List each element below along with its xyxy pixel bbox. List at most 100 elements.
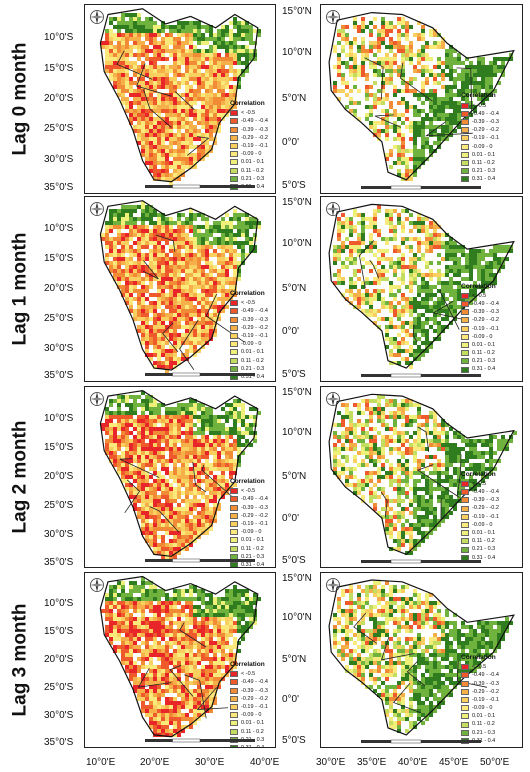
longitude-label: 40°0'E bbox=[398, 757, 428, 768]
legend-item: 0.01 - 0.1 bbox=[230, 719, 268, 727]
legend-label: -0.09 - 0 bbox=[472, 705, 493, 712]
legend-label: 0.31 - 0.4 bbox=[472, 176, 496, 183]
legend-item: -0.19 - -0.1 bbox=[230, 703, 268, 711]
legend-label: -0.19 - -0.1 bbox=[472, 325, 499, 332]
legend-swatch bbox=[461, 151, 469, 158]
east-africa-map-panel: Correlation < -0.5 -0.49 - -0.4 -0.39 - -0.… bbox=[320, 386, 523, 568]
legend-label: -0.19 - -0.1 bbox=[472, 135, 499, 142]
legend-swatch bbox=[230, 349, 238, 356]
southern-africa-coastline bbox=[99, 200, 259, 371]
legend-label: < -0.5 bbox=[472, 480, 487, 487]
legend-label: -0.19 - -0.1 bbox=[241, 332, 268, 339]
legend-label: < -0.5 bbox=[241, 488, 256, 495]
legend-label: 0.01 - 0.1 bbox=[472, 713, 496, 720]
longitude-label: 30°0'E bbox=[195, 757, 225, 768]
legend-label: 0.21 - 0.3 bbox=[472, 546, 496, 553]
legend-swatch bbox=[461, 127, 469, 134]
country-border bbox=[149, 506, 180, 533]
latitude-label: 30°0'S bbox=[44, 529, 74, 541]
legend-label: 0.21 - 0.3 bbox=[472, 729, 496, 736]
legend-swatch bbox=[230, 712, 238, 719]
latitude-label: 30°0'S bbox=[44, 153, 74, 165]
scale-bar bbox=[145, 557, 255, 565]
legend-item: 0.21 - 0.3 bbox=[461, 357, 499, 365]
country-border bbox=[456, 454, 462, 497]
legend-swatch bbox=[230, 561, 238, 567]
country-border bbox=[169, 664, 194, 697]
latitude-label: 15°0'N bbox=[282, 197, 312, 209]
scale-bar bbox=[145, 737, 255, 745]
country-border bbox=[155, 234, 176, 252]
southern-africa-correlation-raster bbox=[99, 389, 261, 559]
southern-africa-coastline bbox=[99, 8, 259, 183]
legend-label: < -0.5 bbox=[241, 671, 256, 678]
legend-swatch bbox=[461, 521, 469, 528]
latitude-label: 25°0'S bbox=[44, 312, 74, 324]
legend-item: 0.11 - 0.2 bbox=[230, 728, 268, 736]
legend-label: -0.49 - -0.4 bbox=[472, 489, 499, 496]
legend-swatch bbox=[230, 704, 238, 711]
legend-label: -0.39 - -0.3 bbox=[472, 118, 499, 125]
legend-label: 0.31 - 0.4 bbox=[241, 373, 265, 380]
legend-item: 0.11 - 0.2 bbox=[230, 357, 268, 365]
country-border bbox=[179, 319, 199, 370]
longitude-label: 45°0'E bbox=[439, 757, 469, 768]
legend-swatch bbox=[230, 143, 238, 150]
scale-bar bbox=[145, 183, 255, 191]
legend-item: -0.29 - -0.2 bbox=[461, 126, 499, 134]
legend-item: -0.39 - -0.3 bbox=[230, 504, 268, 512]
east-africa-map-panel: Correlation < -0.5 -0.49 - -0.4 -0.39 - -0.… bbox=[320, 572, 523, 748]
scale-bar bbox=[361, 738, 481, 746]
legend-swatch bbox=[461, 489, 469, 496]
legend-label: 0.11 - 0.2 bbox=[472, 350, 495, 357]
latitude-label: 20°0'S bbox=[44, 654, 74, 665]
east-africa-correlation-raster bbox=[328, 203, 515, 369]
legend-label: -0.29 - -0.2 bbox=[241, 134, 268, 141]
country-border bbox=[143, 89, 172, 128]
legend-label: 0.01 - 0.1 bbox=[241, 349, 265, 356]
latitude-label: 0°0' bbox=[282, 512, 300, 524]
legend-title: Correlation bbox=[461, 653, 496, 661]
legend-label: -0.49 - -0.4 bbox=[472, 110, 499, 117]
legend-swatch bbox=[461, 333, 469, 340]
longitude-label: 35°0'E bbox=[357, 757, 387, 768]
country-border bbox=[187, 136, 210, 156]
legend-label: 0.21 - 0.3 bbox=[241, 365, 265, 372]
legend-label: -0.39 - -0.3 bbox=[472, 309, 499, 316]
country-border bbox=[374, 114, 402, 128]
legend-label: -0.29 - -0.2 bbox=[472, 317, 499, 324]
row-label-lag-0: Lag 0 month bbox=[0, 4, 40, 194]
legend-label: < -0.5 bbox=[241, 110, 256, 117]
legend-label: -0.19 - -0.1 bbox=[241, 520, 268, 527]
legend-swatch bbox=[230, 308, 238, 315]
legend-label: -0.09 - 0 bbox=[241, 529, 262, 536]
legend-swatch bbox=[230, 300, 238, 307]
legend-item: -0.09 - 0 bbox=[230, 150, 268, 158]
legend-label: 0.11 - 0.2 bbox=[472, 538, 495, 545]
legend-item: -0.09 - 0 bbox=[461, 704, 499, 712]
latitude-label: 5°0'S bbox=[282, 180, 306, 192]
southern-africa-map-panel: Correlation < -0.5 -0.49 - -0.4 -0.39 - -0.… bbox=[84, 4, 276, 194]
legend-item: -0.49 - -0.4 bbox=[230, 495, 268, 503]
legend-item: -0.19 - -0.1 bbox=[461, 513, 499, 521]
legend-swatch bbox=[230, 687, 238, 694]
legend-label: 0.01 - 0.1 bbox=[241, 159, 265, 166]
latitude-label: 10°0'S bbox=[44, 412, 74, 424]
latitude-label: 25°0'S bbox=[44, 123, 74, 135]
legend-label: -0.39 - -0.3 bbox=[241, 126, 268, 133]
legend-item: -0.39 - -0.3 bbox=[461, 308, 499, 316]
latitude-label: 10°0'N bbox=[282, 611, 312, 623]
legend-item: 0.11 - 0.2 bbox=[461, 537, 499, 545]
east-africa-coastline bbox=[328, 203, 515, 369]
southern-africa-correlation-raster bbox=[99, 8, 261, 185]
legend-label: -0.49 - -0.4 bbox=[241, 118, 268, 125]
legend-item: < -0.5 bbox=[461, 102, 499, 110]
legend-swatch bbox=[230, 167, 238, 174]
north-arrow-icon bbox=[89, 201, 105, 217]
east-africa-coastline bbox=[328, 393, 515, 556]
legend-item: < -0.5 bbox=[230, 487, 268, 495]
row-label-lag-2: Lag 2 month bbox=[0, 386, 40, 568]
country-border bbox=[201, 464, 233, 497]
legend-item: -0.29 - -0.2 bbox=[461, 504, 499, 512]
legend-label: -0.09 - 0 bbox=[472, 521, 493, 528]
